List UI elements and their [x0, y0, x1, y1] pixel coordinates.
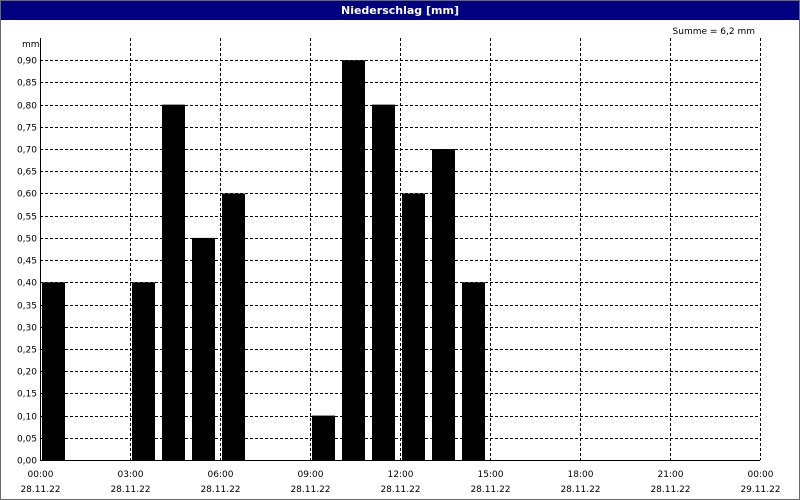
bar: [222, 193, 245, 460]
x-tick-time: 09:00: [298, 470, 324, 480]
y-tick-label: 0,85: [17, 79, 37, 89]
y-tick-label: 0,10: [17, 413, 37, 423]
x-tick-time: 00:00: [748, 470, 774, 480]
bar: [312, 415, 335, 460]
y-tick-label: 0,30: [17, 324, 37, 334]
x-tick-date: 28.11.22: [470, 485, 510, 495]
y-tick-label: 0,50: [17, 235, 37, 245]
y-tick-label: 0,35: [17, 302, 37, 312]
y-tick-label: 0,40: [17, 279, 37, 289]
x-tick-time: 18:00: [568, 470, 594, 480]
y-tick-label: 0,70: [17, 146, 37, 156]
x-tick-time: 06:00: [208, 470, 234, 480]
y-tick-label: 0,05: [17, 435, 37, 445]
x-tick-date: 28.11.22: [200, 485, 240, 495]
x-tick-time: 00:00: [28, 470, 54, 480]
y-tick-label: 0,90: [17, 57, 37, 67]
sum-annotation: Summe = 6,2 mm: [673, 27, 755, 37]
bar: [42, 282, 65, 460]
bar: [462, 282, 485, 460]
y-tick-label: 0,80: [17, 102, 37, 112]
y-tick-label: 0,75: [17, 124, 37, 134]
y-tick-label: 0,65: [17, 168, 37, 178]
x-tick-date: 28.11.22: [20, 485, 60, 495]
y-tick-label: 0,55: [17, 213, 37, 223]
y-tick-label: 0,00: [17, 457, 37, 467]
x-tick-date: 29.11.22: [740, 485, 780, 495]
bar: [372, 104, 395, 460]
bar: [162, 104, 185, 460]
x-tick-time: 21:00: [658, 470, 684, 480]
y-tick-label: 0,45: [17, 257, 37, 267]
bar: [192, 237, 215, 460]
bar: [132, 282, 155, 460]
bar: [402, 193, 425, 460]
x-tick-date: 28.11.22: [560, 485, 600, 495]
y-axis-unit-label: mm: [22, 40, 40, 50]
x-tick-date: 28.11.22: [650, 485, 690, 495]
y-tick-label: 0,60: [17, 190, 37, 200]
window-title: Niederschlag [mm]: [1, 1, 799, 20]
y-tick-label: 0,15: [17, 390, 37, 400]
y-tick-label: 0,20: [17, 368, 37, 378]
bar: [342, 60, 365, 461]
x-tick-date: 28.11.22: [110, 485, 150, 495]
y-tick-label: 0,25: [17, 346, 37, 356]
bar: [432, 149, 455, 461]
x-tick-time: 15:00: [478, 470, 504, 480]
x-tick-time: 12:00: [388, 470, 414, 480]
x-tick-date: 28.11.22: [380, 485, 420, 495]
x-tick-time: 03:00: [118, 470, 144, 480]
x-tick-date: 28.11.22: [290, 485, 330, 495]
